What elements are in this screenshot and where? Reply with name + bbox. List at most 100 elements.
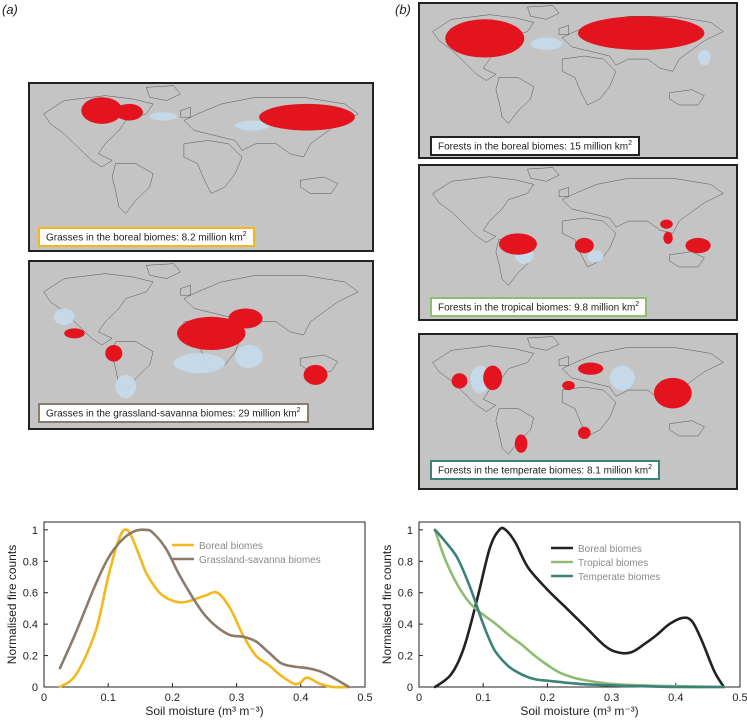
continent-outline (184, 140, 242, 193)
low-fire-region (587, 250, 604, 263)
map-caption-sup: 2 (648, 464, 652, 471)
chart-forests-fire-counts: 0 0.1 0.2 0.3 0.4 0.5 0 0.2 0.4 0.6 0.8 1 Soil moist… (380, 521, 747, 718)
continent-outline (184, 275, 358, 335)
y-tick-label: 0 (32, 682, 38, 694)
map-caption-text: Grasses in the grassland-savanna biomes:… (46, 408, 297, 420)
fire-region (499, 233, 537, 255)
continent-outline (527, 6, 559, 20)
continent-outline (559, 356, 568, 365)
fire-region (685, 237, 711, 254)
continent-outline (562, 56, 616, 105)
map-caption-sup: 2 (628, 140, 632, 147)
fire-region (105, 345, 123, 362)
plot-frame (43, 521, 366, 688)
low-fire-region (698, 49, 711, 66)
legend-label: Boreal biomes (578, 544, 642, 555)
chart-grasses-fire-counts: 0 0.1 0.2 0.3 0.4 0.5 0 0.2 0.4 0.6 0.8 1 Soil moist… (5, 521, 373, 718)
world-map-graphic (30, 262, 372, 399)
y-tick-label: 1 (32, 525, 38, 537)
low-fire-region (53, 308, 75, 326)
y-tick-label: 0.2 (398, 651, 413, 663)
x-tick-label: 0.3 (604, 692, 619, 704)
map-grasses-boreal: Grasses in the boreal biomes: 8.2 millio… (28, 82, 374, 252)
continent-outline (496, 77, 534, 123)
continent-outline (146, 86, 180, 101)
plot-frame (418, 521, 741, 688)
x-tick-label: 0.4 (293, 692, 308, 704)
continent-outline (180, 285, 190, 295)
fire-region (81, 97, 123, 124)
continent-outline (300, 177, 338, 194)
fire-region (177, 316, 246, 350)
continent-outline (559, 187, 568, 196)
map-grasses-grassland-savanna: Grasses in the grassland-savanna biomes:… (28, 260, 374, 430)
low-fire-region (149, 112, 178, 121)
panel-label-a: (a) (2, 2, 18, 17)
x-axis-label: Soil moisture (m³ m⁻³) (145, 704, 263, 718)
fire-region (64, 328, 85, 339)
continent-outline (670, 421, 705, 436)
low-fire-region (609, 365, 635, 391)
x-tick-label: 0.4 (668, 692, 683, 704)
fire-region (660, 219, 673, 229)
world-map-graphic (420, 335, 736, 488)
y-tick-label: 0.2 (23, 651, 38, 663)
fire-region (303, 364, 328, 385)
fire-region (663, 231, 673, 245)
y-tick-label: 1 (407, 525, 413, 537)
legend-label: Grassland-savanna biomes (199, 555, 321, 566)
panel-label-b: (b) (395, 2, 411, 17)
y-tick-label: 0.8 (23, 556, 38, 568)
low-fire-region (235, 120, 270, 131)
continent-outline (180, 107, 190, 117)
map-forests-boreal: Forests in the boreal biomes: 15 million… (418, 2, 738, 159)
series-line (433, 526, 726, 689)
x-tick-label: 0.5 (732, 692, 747, 704)
low-fire-region (173, 353, 225, 374)
continent-outline (146, 264, 180, 279)
legend-label: Tropical biomes (578, 558, 648, 569)
continent-outline (496, 408, 534, 454)
fire-region (562, 380, 575, 391)
x-tick-label: 0 (41, 692, 47, 704)
series-line (58, 528, 351, 689)
world-map-graphic (420, 4, 736, 157)
x-axis-label: Soil moisture (m³ m⁻³) (520, 704, 638, 718)
fire-region (115, 103, 143, 121)
low-fire-region (530, 37, 563, 50)
x-tick-label: 0.2 (165, 692, 180, 704)
x-tick-label: 0.1 (476, 692, 491, 704)
low-fire-region (235, 345, 263, 369)
fire-region (451, 373, 468, 389)
continent-outline (670, 90, 705, 105)
low-fire-region (115, 374, 137, 399)
continent-outline (433, 177, 534, 243)
legend-label: Boreal biomes (199, 541, 263, 552)
y-tick-label: 0.4 (398, 619, 413, 631)
fire-region (578, 16, 705, 50)
map-caption-text: Forests in the temperate biomes: 8.1 mil… (438, 465, 649, 477)
map-caption-text: Grasses in the boreal biomes: 8.2 millio… (46, 232, 243, 244)
world-map-graphic (30, 84, 372, 250)
x-tick-label: 0.2 (540, 692, 555, 704)
continent-outline (112, 164, 153, 214)
map-caption-text: Forests in the boreal biomes: 15 million… (438, 141, 629, 153)
map-caption-grasses-grassland-savanna: Grasses in the grassland-savanna biomes:… (38, 403, 309, 424)
continent-outline (562, 387, 616, 436)
fire-region (228, 308, 263, 329)
fire-region (514, 434, 528, 453)
y-tick-label: 0.8 (398, 556, 413, 568)
fire-region (445, 19, 525, 58)
y-tick-label: 0 (407, 682, 413, 694)
fire-region (259, 103, 355, 131)
map-caption-forests-tropical: Forests in the tropical biomes: 9.8 mill… (430, 297, 648, 318)
x-tick-label: 0.3 (229, 692, 244, 704)
y-axis-label: Normalised fire counts (380, 545, 394, 664)
y-axis-label: Normalised fire counts (5, 545, 19, 664)
map-forests-temperate: Forests in the temperate biomes: 8.1 mil… (418, 333, 738, 490)
fire-region (574, 237, 594, 254)
x-tick-label: 0.1 (101, 692, 116, 704)
continent-outline (44, 274, 153, 345)
y-tick-label: 0.4 (23, 619, 38, 631)
map-caption-text: Forests in the tropical biomes: 9.8 mill… (438, 302, 636, 314)
